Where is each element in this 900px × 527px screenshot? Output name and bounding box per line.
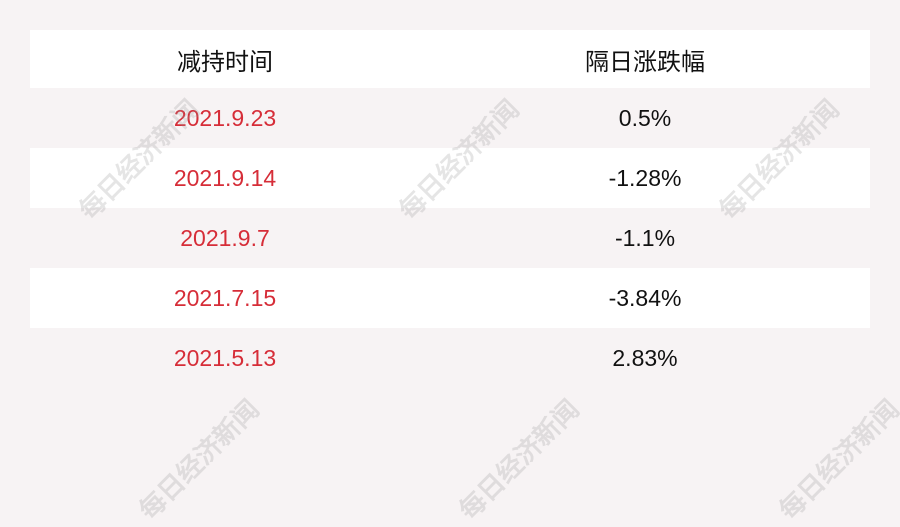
table-row: 2021.9.14 -1.28% [30,148,870,208]
date-cell: 2021.5.13 [173,344,277,371]
watermark: 每日经济新闻 [133,393,265,526]
watermark: 每日经济新闻 [773,393,900,526]
watermark: 每日经济新闻 [453,393,585,526]
table-row: 2021.5.13 2.83% [30,328,870,388]
table-header: 减持时间 隔日涨跌幅 [30,30,870,88]
change-cell: -1.28% [608,164,682,191]
table-row: 2021.9.7 -1.1% [30,208,870,268]
header-next-day-change: 隔日涨跌幅 [585,48,705,76]
change-cell: -3.84% [608,284,682,311]
table-row: 2021.9.23 0.5% [30,88,870,148]
date-cell: 2021.7.15 [173,284,277,311]
date-cell: 2021.9.7 [180,224,270,251]
date-cell: 2021.9.14 [173,164,277,191]
change-cell: -1.1% [614,224,676,251]
change-cell: 2.83% [612,344,678,371]
change-cell: 0.5% [618,104,672,131]
header-reduction-time: 减持时间 [177,48,273,76]
reduction-table: 减持时间 隔日涨跌幅 2021.9.23 0.5% 2021.9.14 -1.2… [30,30,870,388]
date-cell: 2021.9.23 [173,104,277,131]
table-row: 2021.7.15 -3.84% [30,268,870,328]
